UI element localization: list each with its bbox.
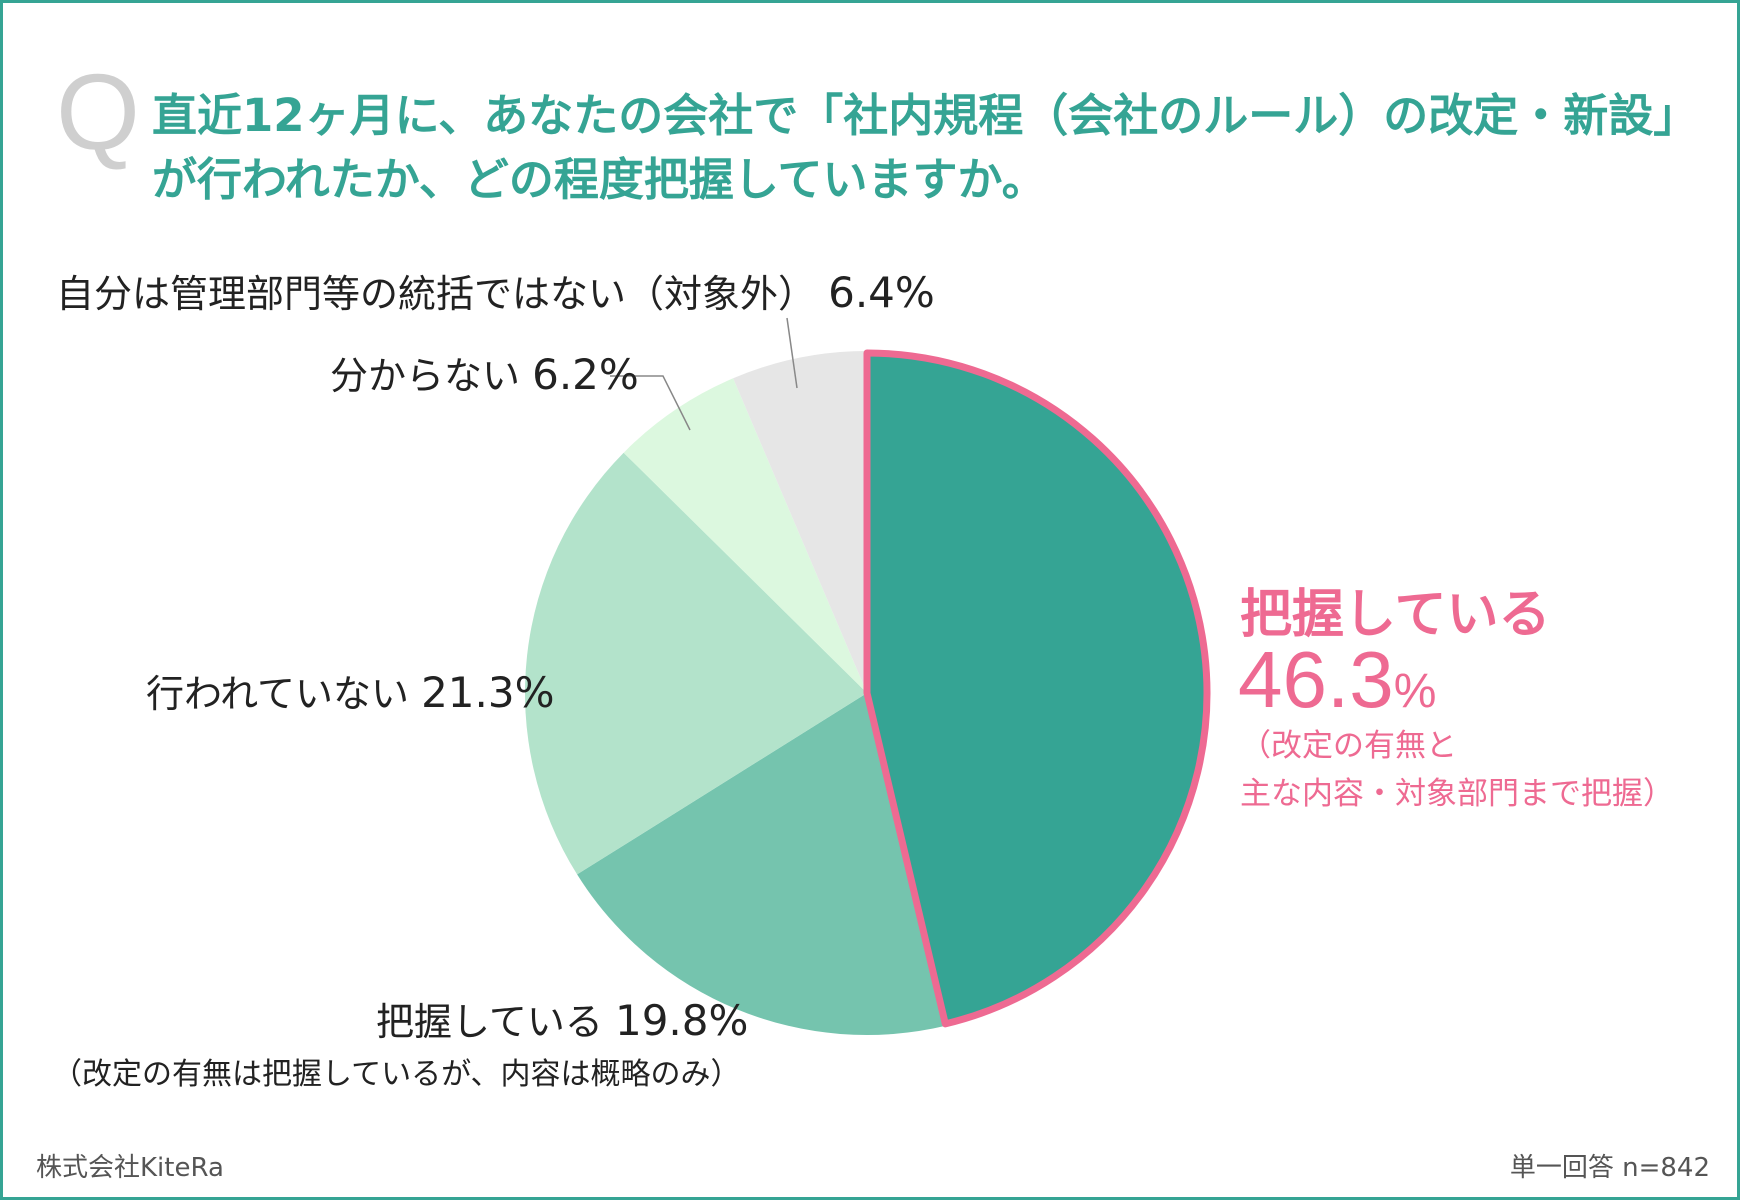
label-not-performed-value: 21.3% bbox=[421, 668, 555, 717]
leader-line-unknown bbox=[610, 375, 691, 431]
label-full-number: 46.3 bbox=[1238, 635, 1394, 724]
question-mark: Q bbox=[56, 51, 141, 172]
label-full-note-line-1: （改定の有無と bbox=[1240, 728, 1457, 764]
question-text: 直近12ヶ月に、あなたの会社で「社内規程（会社のルール）の改定・新設」 が行われ… bbox=[152, 84, 1699, 212]
slice-unknown bbox=[623, 378, 867, 693]
label-unknown: 分からない 6.2% bbox=[330, 350, 639, 400]
highlight-outline bbox=[863, 349, 1211, 1028]
slice-excluded bbox=[733, 351, 867, 693]
question-line-2: が行われたか、どの程度把握していますか。 bbox=[152, 153, 1047, 206]
label-partial-note: （改定の有無は把握しているが、内容は概略のみ） bbox=[52, 1057, 741, 1092]
question-line-1: 直近12ヶ月に、あなたの会社で「社内規程（会社のルール）の改定・新設」 bbox=[152, 89, 1699, 142]
label-full-note-line-2: 主な内容・対象部門まで把握） bbox=[1240, 776, 1674, 812]
label-not-performed: 行われていない 21.3% bbox=[146, 668, 555, 718]
label-full-note: （改定の有無と 主な内容・対象部門まで把握） bbox=[1240, 722, 1674, 818]
response-note: 単一回答 n=842 bbox=[1509, 1153, 1710, 1183]
label-unknown-name: 分からない bbox=[330, 354, 521, 398]
label-full-name: 把握している bbox=[1240, 585, 1551, 645]
label-partial: 把握している 19.8% bbox=[376, 996, 748, 1046]
label-not-performed-name: 行われていない bbox=[146, 672, 409, 716]
slice-partial bbox=[577, 693, 946, 1035]
leader-line-excluded bbox=[786, 317, 798, 389]
label-full-value: 46.3% bbox=[1238, 640, 1436, 720]
slice-full bbox=[867, 351, 1209, 1026]
slice-not-performed bbox=[524, 452, 867, 875]
label-excluded: 自分は管理部門等の統括ではない（対象外） 6.4% bbox=[56, 268, 935, 318]
company-name: 株式会社KiteRa bbox=[36, 1153, 224, 1183]
label-full-unit: % bbox=[1393, 665, 1437, 718]
label-unknown-value: 6.2% bbox=[532, 350, 639, 399]
label-partial-name: 把握している bbox=[376, 1000, 603, 1044]
label-excluded-value: 6.4% bbox=[828, 268, 935, 317]
label-excluded-name: 自分は管理部門等の統括ではない（対象外） bbox=[56, 272, 817, 316]
label-partial-value: 19.8% bbox=[614, 996, 749, 1045]
